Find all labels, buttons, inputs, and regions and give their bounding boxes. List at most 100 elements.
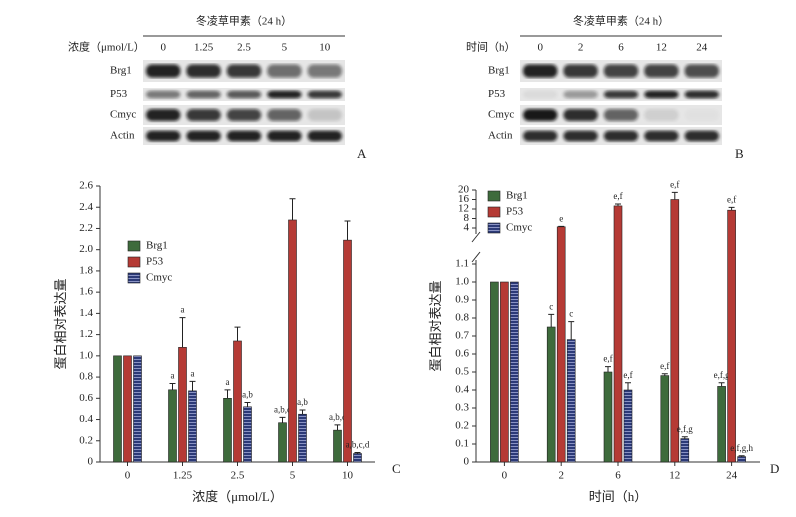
legend-swatch xyxy=(487,206,501,218)
y-axis-title: 蛋白相对表达量 xyxy=(428,280,443,371)
error-bar xyxy=(568,321,575,340)
blot-band xyxy=(226,64,262,78)
x-tick-label: 0 xyxy=(502,470,508,482)
blot-axis-label: 浓度（μmol/L） xyxy=(68,40,145,54)
blot-band xyxy=(523,109,558,121)
blot-header: 冬凌草甲素（24 h） xyxy=(196,14,292,28)
bar xyxy=(178,347,187,463)
blot-band xyxy=(267,130,302,142)
panel-label: B xyxy=(735,146,744,161)
bar xyxy=(123,355,132,463)
lane-label: 2 xyxy=(578,42,584,54)
y-tick-label: 2.6 xyxy=(79,180,93,192)
y-tick-label: 4 xyxy=(464,222,470,234)
blot-band xyxy=(146,130,181,142)
significance-label: a xyxy=(181,305,185,315)
y-tick-label: 16 xyxy=(458,193,470,205)
legend-label: Cmyc xyxy=(146,272,172,284)
blot-band xyxy=(603,90,639,99)
y-tick-label: 0.1 xyxy=(455,438,469,450)
blot-band xyxy=(563,90,598,99)
bar xyxy=(233,340,242,463)
y-tick-label: 1.2 xyxy=(79,328,93,340)
y-tick-label: 8 xyxy=(464,212,470,224)
significance-label: e,f xyxy=(670,179,679,189)
y-tick-label: 1.4 xyxy=(79,307,93,319)
blot-band xyxy=(226,130,262,142)
y-tick-label: 0.4 xyxy=(455,384,469,396)
blot-band xyxy=(644,90,679,99)
y-tick-label: 1.8 xyxy=(79,264,93,276)
blot-header: 冬凌草甲素（24 h） xyxy=(573,14,669,28)
row-label: Brg1 xyxy=(110,65,132,77)
y-tick-label: 1.0 xyxy=(455,276,469,288)
y-tick-label: 0.7 xyxy=(455,330,469,342)
error-bar xyxy=(671,191,678,200)
y-tick-label: 0.5 xyxy=(455,366,469,378)
blot-band xyxy=(226,90,262,99)
blot-band xyxy=(684,64,719,78)
bar xyxy=(133,355,142,463)
bar xyxy=(613,205,623,463)
row-label: Cmyc xyxy=(488,109,514,121)
blot-band xyxy=(307,130,342,142)
error-bar xyxy=(334,424,341,431)
error-bar xyxy=(179,317,186,348)
error-bar xyxy=(354,451,361,454)
error-bar xyxy=(738,455,745,457)
bar xyxy=(490,281,499,463)
bar xyxy=(546,326,556,463)
error-bar xyxy=(169,382,176,390)
y-tick-label: 0.8 xyxy=(455,312,469,324)
legend-swatch xyxy=(487,222,501,234)
bar xyxy=(510,281,519,463)
blot-band xyxy=(146,109,181,121)
y-tick-label: 2.0 xyxy=(79,243,93,255)
significance-label: a xyxy=(191,368,195,378)
bar xyxy=(188,390,197,463)
significance-label: e,f xyxy=(727,194,736,204)
x-tick-label: 1.25 xyxy=(173,470,193,482)
significance-label: e,f xyxy=(623,370,632,380)
y-tick-label: 0.2 xyxy=(455,420,469,432)
bar xyxy=(660,375,670,463)
blot-band xyxy=(267,109,302,121)
bar xyxy=(333,429,342,463)
error-bar xyxy=(681,436,688,439)
error-bar xyxy=(244,402,251,407)
lane-label: 5 xyxy=(282,42,288,54)
blot-band xyxy=(603,64,639,78)
y-tick-label: 2.2 xyxy=(79,222,93,234)
x-tick-label: 0 xyxy=(125,470,131,482)
blot-band xyxy=(644,130,679,142)
y-tick-label: 12 xyxy=(458,203,469,215)
error-bar xyxy=(189,380,196,391)
error-bar xyxy=(289,198,296,220)
blot-band xyxy=(523,64,558,78)
blot-band xyxy=(186,90,221,99)
y-tick-label: 2.4 xyxy=(79,201,93,213)
panel-label: C xyxy=(392,461,401,476)
lane-label: 1.25 xyxy=(194,42,214,54)
row-label: Brg1 xyxy=(488,65,510,77)
blot-band xyxy=(267,90,302,99)
y-tick-label: 0.9 xyxy=(455,294,469,306)
bar xyxy=(278,422,287,463)
significance-label: a,b xyxy=(242,390,253,400)
significance-label: e,f,g xyxy=(677,424,693,434)
error-bar xyxy=(299,409,306,415)
bar xyxy=(353,453,362,463)
error-bar xyxy=(661,373,668,376)
panel-label: D xyxy=(770,461,779,476)
legend-label: Cmyc xyxy=(506,222,532,234)
x-tick-label: 24 xyxy=(726,470,738,482)
legend-label: P53 xyxy=(146,256,164,268)
significance-label: a xyxy=(171,371,175,381)
x-axis-title: 时间（h） xyxy=(589,489,648,504)
bar xyxy=(556,226,566,463)
bar xyxy=(737,456,746,463)
legend-swatch xyxy=(127,256,141,268)
y-tick-label: 0 xyxy=(88,456,94,468)
legend-swatch xyxy=(127,240,141,252)
lane-label: 0 xyxy=(160,42,166,54)
